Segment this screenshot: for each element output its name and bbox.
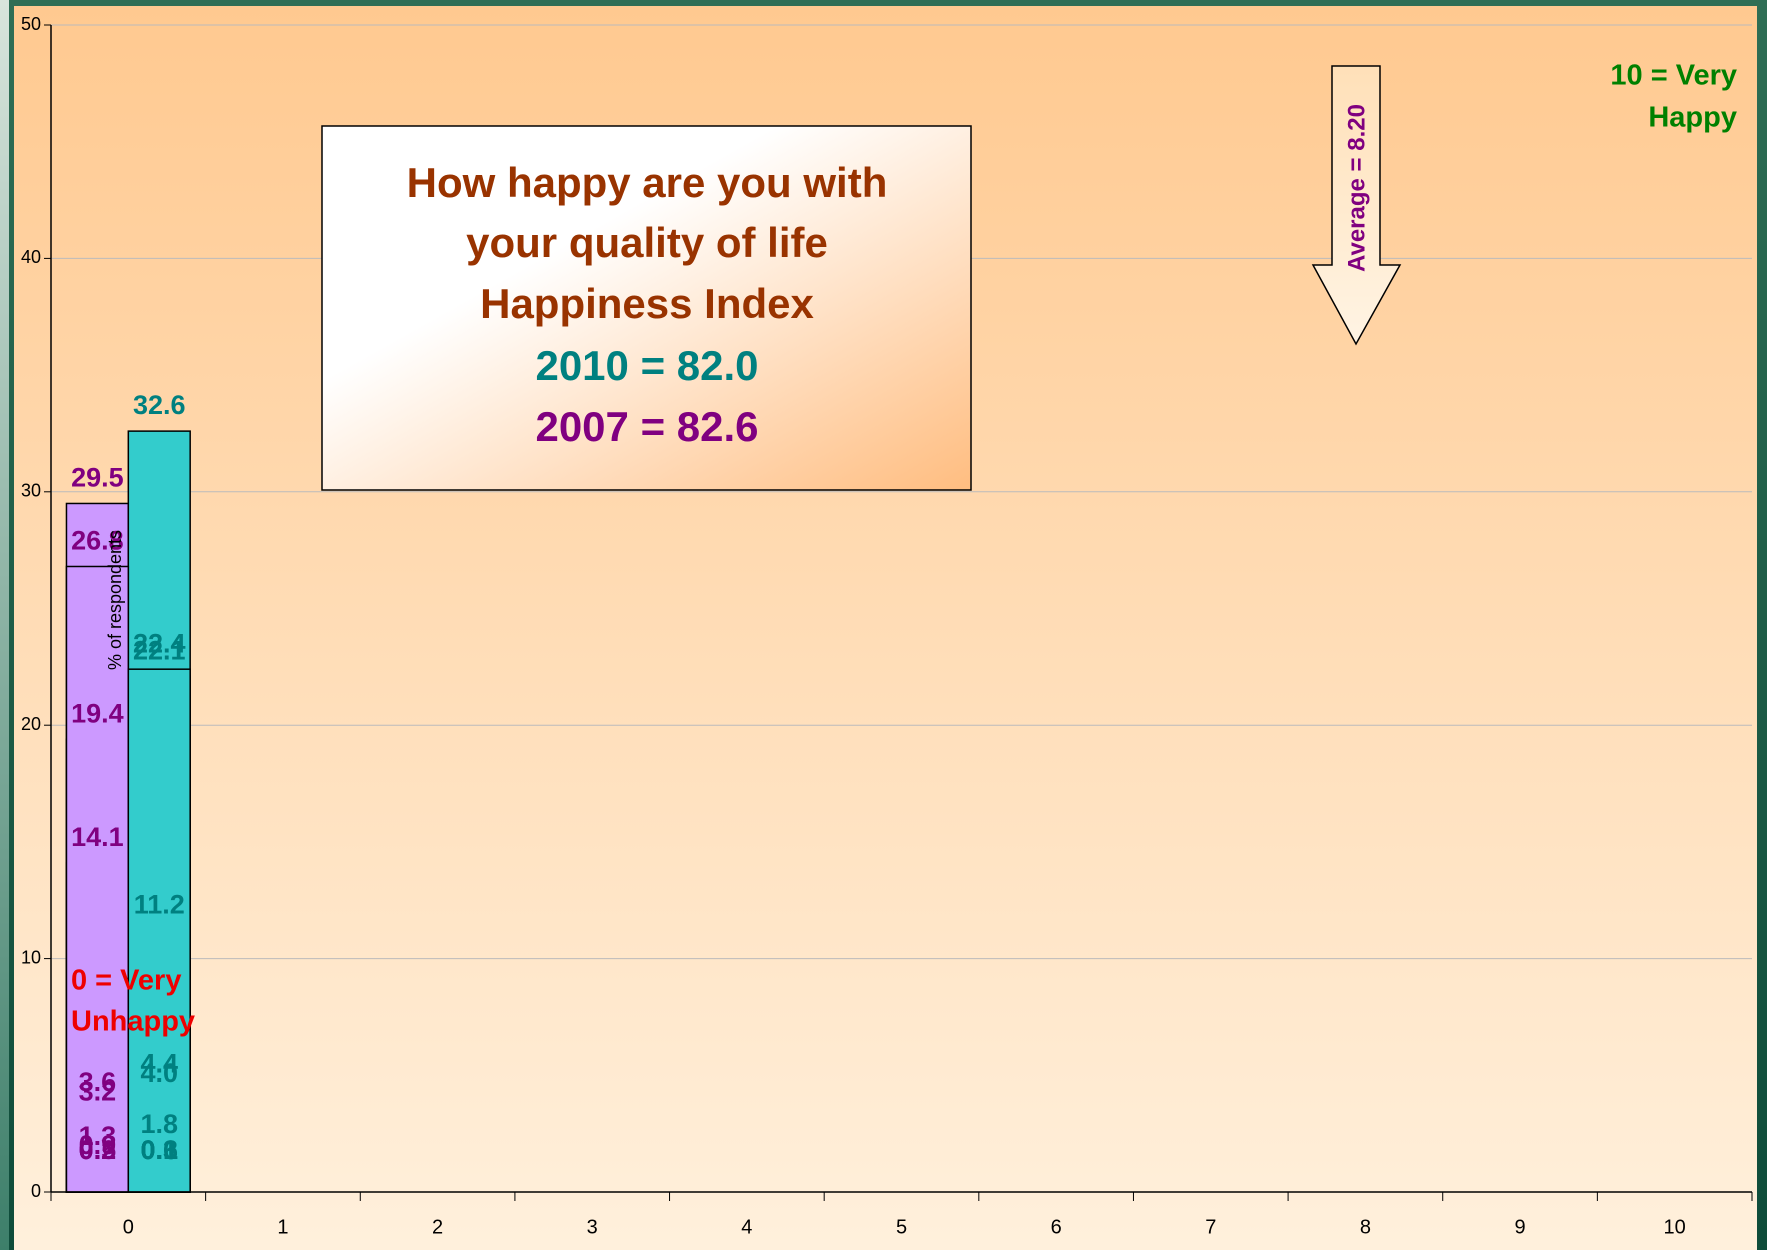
x-tick-label: 9	[1514, 1216, 1525, 1238]
y-axis-label: % of respondents	[105, 530, 125, 670]
box-line: Happiness Index	[480, 280, 814, 327]
value-label: 3.6	[79, 1067, 117, 1097]
axes: 0 10 20 30 40 50 0 1 2 3 4 5 6 7 8 9 10	[21, 14, 1753, 1238]
x-tick-label: 0	[123, 1216, 134, 1238]
value-label: 0.2	[79, 1135, 117, 1165]
title-box	[321, 125, 972, 491]
value-label: 0.2	[79, 1135, 117, 1165]
box-line: 2007 = 82.6	[535, 403, 758, 450]
x-tick-label: 7	[1205, 1216, 1216, 1238]
value-label: 3.2	[79, 1076, 117, 1106]
value-label: 22.1	[133, 635, 186, 665]
x-tick-label: 6	[1051, 1216, 1062, 1238]
y-tick-label: 0	[31, 1181, 41, 1201]
x-tick-label: 2	[432, 1216, 443, 1238]
x-tick-label: 1	[277, 1216, 288, 1238]
y-tick-label: 10	[21, 947, 41, 967]
average-label: Average = 8.20	[1343, 104, 1370, 272]
value-label: 0.5	[79, 1135, 117, 1165]
value-label: 1.8	[140, 1109, 178, 1139]
average-arrow	[1311, 65, 1402, 346]
value-label: 32.6	[133, 390, 186, 420]
low-label: 0 = Very Unhappy	[71, 965, 195, 1038]
value-label: 11.2	[134, 890, 185, 920]
value-label: 19.4	[71, 698, 124, 728]
value-label: 26.8	[71, 526, 124, 556]
box-line: How happy are you with	[407, 159, 888, 206]
box-line: your quality of life	[466, 219, 828, 266]
bar	[127, 668, 191, 1193]
low-label-line: 0 = Very	[71, 965, 181, 997]
value-label: 0.3	[140, 1135, 178, 1165]
bars	[65, 430, 191, 1193]
title-box-text: How happy are you with your quality of l…	[407, 159, 888, 450]
side-strip	[0, 0, 9, 1250]
high-label-line: Happy	[1648, 102, 1737, 134]
x-tick-label: 3	[587, 1216, 598, 1238]
x-tick-label: 4	[741, 1216, 752, 1238]
high-label-line: 10 = Very	[1610, 60, 1737, 92]
value-label: 14.1	[71, 822, 124, 852]
low-label-line: Unhappy	[71, 1006, 195, 1038]
labels: 0.2 0.30.2 0.10.5 0.60.9 0.11.3 1.83.24.03.64…	[71, 390, 185, 1165]
value-label: 0.9	[79, 1130, 117, 1160]
y-tick-label: 30	[21, 481, 41, 501]
y-tick-label: 20	[21, 714, 41, 734]
x-tick-label: 10	[1664, 1216, 1686, 1238]
value-label: 29.5	[71, 463, 124, 493]
value-label: 4.4	[140, 1048, 178, 1078]
y-tick-label: 40	[21, 247, 41, 267]
high-label: 10 = Very Happy	[1610, 60, 1737, 134]
x-tick-label: 8	[1360, 1216, 1371, 1238]
value-label: 0.1	[140, 1135, 178, 1165]
value-label: 4.0	[140, 1058, 178, 1088]
y-tick-label: 50	[21, 14, 41, 34]
value-label: 22.4	[133, 628, 186, 658]
box-line: 2010 = 82.0	[535, 342, 758, 389]
value-label: 1.3	[79, 1121, 117, 1151]
value-label: 0.6	[140, 1135, 178, 1165]
value-label: 0.1	[140, 1135, 178, 1165]
x-tick-label: 5	[896, 1216, 907, 1238]
